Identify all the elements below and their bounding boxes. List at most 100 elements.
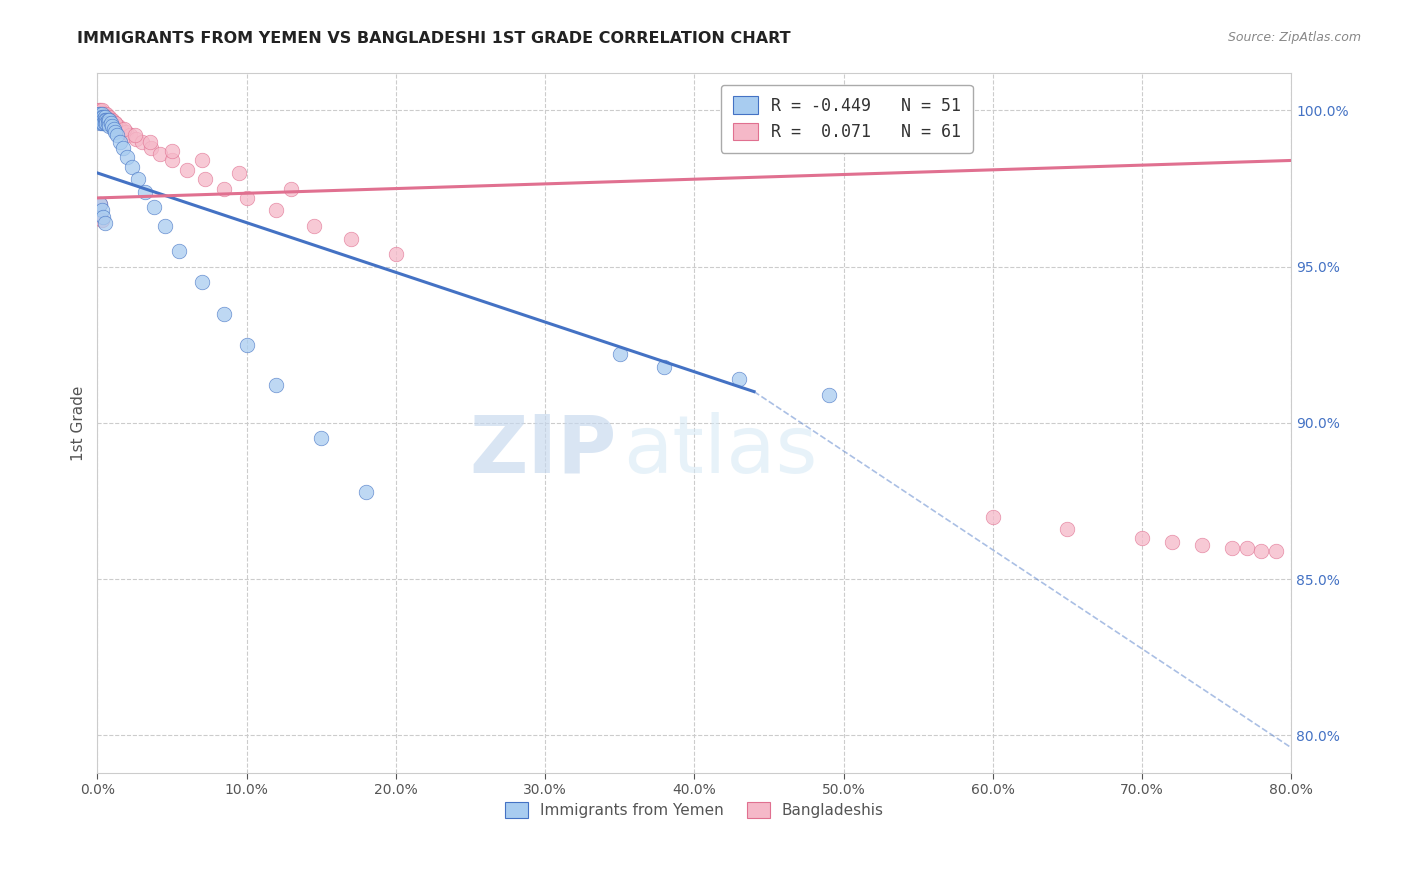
Point [96, 110, 118, 124]
Point [94, 106, 117, 120]
Point [89, 197, 111, 211]
Point [90, 110, 112, 124]
Point [309, 432, 332, 446]
Point [120, 128, 142, 143]
Point [101, 119, 124, 133]
Point [96, 116, 118, 130]
Point [169, 244, 191, 258]
Point [87, 110, 110, 124]
Point [91, 110, 114, 124]
Point [90, 112, 112, 127]
Y-axis label: 1st Grade: 1st Grade [72, 385, 86, 460]
Point [100, 116, 122, 130]
Point [94, 110, 117, 124]
Point [107, 119, 129, 133]
Point [1236, 541, 1258, 555]
Point [87, 103, 110, 118]
Point [89, 197, 111, 211]
Point [94, 116, 117, 130]
Point [1265, 544, 1288, 558]
Point [153, 219, 176, 233]
Text: Source: ZipAtlas.com: Source: ZipAtlas.com [1227, 31, 1361, 45]
Point [91, 116, 114, 130]
Point [212, 181, 235, 195]
Point [90, 203, 112, 218]
Point [302, 219, 325, 233]
Point [160, 153, 183, 168]
Point [90, 110, 112, 124]
Point [160, 144, 183, 158]
Point [101, 112, 124, 127]
Point [89, 110, 111, 124]
Point [87, 106, 110, 120]
Point [121, 160, 143, 174]
Text: IMMIGRANTS FROM YEMEN VS BANGLADESHI 1ST GRADE CORRELATION CHART: IMMIGRANTS FROM YEMEN VS BANGLADESHI 1ST… [77, 31, 792, 46]
Point [87, 106, 110, 120]
Point [235, 191, 257, 205]
Point [90, 116, 112, 130]
Point [127, 172, 149, 186]
Point [89, 112, 111, 127]
Point [228, 166, 250, 180]
Point [728, 372, 751, 386]
Point [89, 103, 111, 118]
Point [108, 135, 131, 149]
Point [111, 141, 134, 155]
Point [90, 103, 112, 118]
Point [90, 106, 112, 120]
Point [131, 135, 153, 149]
Point [89, 116, 111, 130]
Point [104, 125, 127, 139]
Point [235, 338, 257, 352]
Point [112, 122, 135, 136]
Point [609, 347, 631, 361]
Point [87, 112, 110, 127]
Point [817, 388, 839, 402]
Point [981, 509, 1004, 524]
Point [94, 216, 117, 230]
Point [125, 131, 148, 145]
Point [176, 162, 198, 177]
Point [340, 231, 363, 245]
Point [98, 112, 121, 127]
Point [97, 116, 120, 130]
Point [114, 125, 136, 139]
Point [87, 110, 110, 124]
Point [94, 110, 117, 124]
Legend: Immigrants from Yemen, Bangladeshis: Immigrants from Yemen, Bangladeshis [499, 797, 890, 824]
Point [1161, 534, 1184, 549]
Point [97, 110, 120, 124]
Point [94, 110, 117, 124]
Point [194, 172, 217, 186]
Point [266, 203, 288, 218]
Point [100, 112, 122, 127]
Point [91, 106, 114, 120]
Point [97, 112, 120, 127]
Point [191, 275, 214, 289]
Point [91, 112, 114, 127]
Point [90, 106, 112, 120]
Point [89, 110, 111, 124]
Point [91, 112, 114, 127]
Point [1220, 541, 1243, 555]
Point [134, 185, 156, 199]
Point [212, 306, 235, 320]
Point [98, 119, 121, 133]
Point [104, 116, 127, 130]
Text: ZIP: ZIP [470, 412, 617, 490]
Point [91, 110, 114, 124]
Point [139, 141, 162, 155]
Point [385, 247, 408, 261]
Point [97, 112, 120, 127]
Point [98, 110, 121, 124]
Point [1130, 532, 1153, 546]
Point [89, 106, 111, 120]
Point [98, 112, 121, 127]
Point [104, 116, 127, 130]
Point [96, 112, 118, 127]
Point [89, 106, 111, 120]
Point [105, 128, 128, 143]
Point [191, 153, 214, 168]
Point [103, 116, 125, 130]
Point [143, 200, 166, 214]
